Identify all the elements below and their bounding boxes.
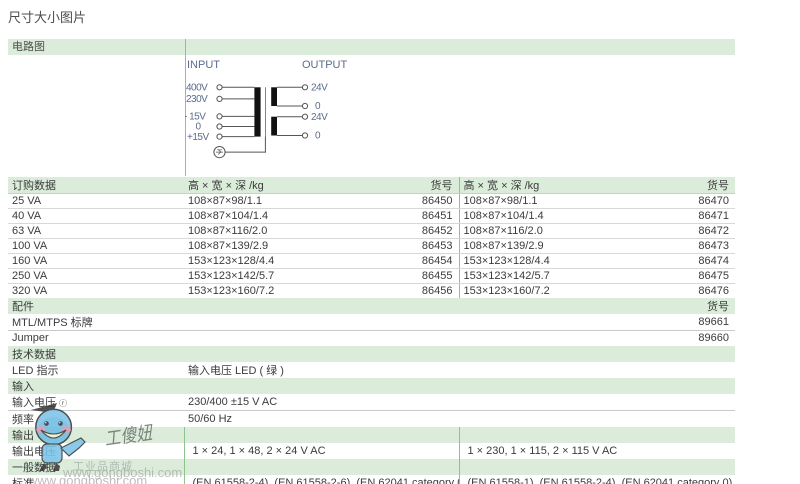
svg-text:24V: 24V: [311, 112, 328, 123]
svg-text:INPUT: INPUT: [187, 59, 220, 71]
svg-text:400V: 400V: [186, 83, 208, 94]
svg-text:230V: 230V: [186, 94, 208, 105]
svg-text:0: 0: [315, 131, 321, 142]
svg-text:+15V: +15V: [187, 132, 209, 143]
svg-text:0: 0: [315, 101, 321, 112]
svg-text:OUTPUT: OUTPUT: [302, 59, 348, 71]
svg-text:24V: 24V: [311, 83, 328, 94]
